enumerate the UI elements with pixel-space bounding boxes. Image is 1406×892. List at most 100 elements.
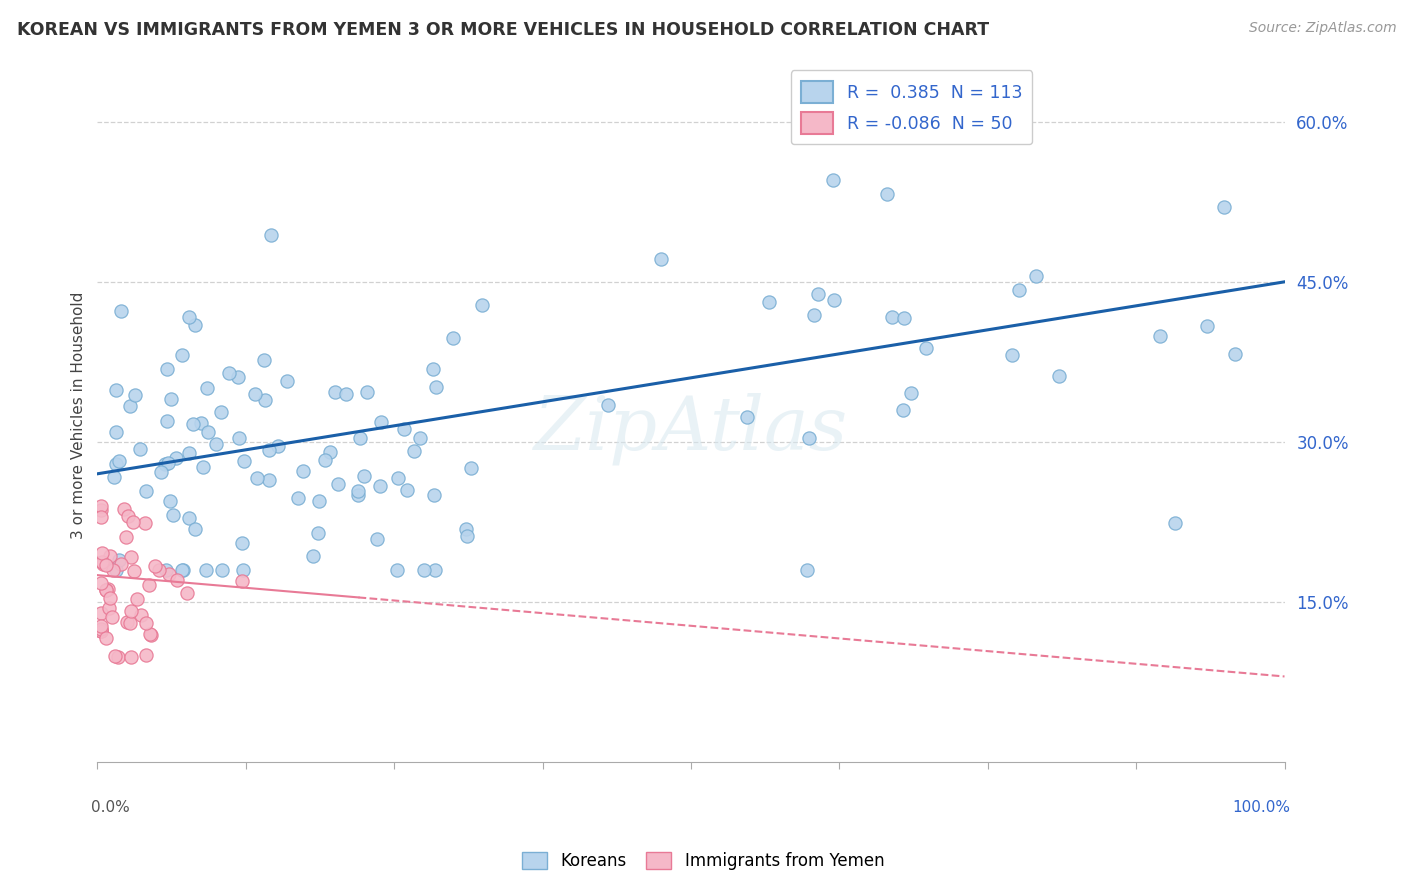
Point (328, 477, 350, 491)
Point (105, 425, 128, 439)
Point (228, 431, 250, 445)
Point (356, 384, 378, 399)
Point (177, 511, 200, 525)
Point (129, 442, 152, 456)
Point (91, 558, 114, 572)
Point (194, 563, 217, 577)
Legend: Koreans, Immigrants from Yemen: Koreans, Immigrants from Yemen (515, 845, 891, 877)
Legend: R =  0.385  N = 113, R = -0.086  N = 50: R = 0.385 N = 113, R = -0.086 N = 50 (792, 70, 1032, 145)
Point (98, 591, 121, 605)
Point (425, 563, 447, 577)
Point (141, 627, 163, 641)
Point (90, 624, 112, 638)
Point (148, 562, 170, 576)
Point (195, 381, 218, 395)
Point (139, 627, 162, 641)
Point (402, 444, 425, 458)
Point (1025, 269, 1047, 284)
Point (129, 608, 152, 623)
Point (368, 478, 391, 492)
Point (441, 331, 464, 345)
Point (413, 563, 436, 577)
Point (823, 293, 845, 307)
Point (176, 586, 198, 600)
Point (1149, 329, 1171, 343)
Point (150, 465, 173, 479)
Point (366, 533, 388, 547)
Point (172, 563, 194, 577)
Point (307, 526, 329, 541)
Point (193, 459, 215, 474)
Point (796, 563, 818, 577)
Point (94, 582, 117, 597)
Point (1001, 348, 1024, 362)
Point (891, 403, 914, 417)
Point (100, 549, 122, 563)
Point (260, 227, 283, 242)
Point (231, 536, 253, 550)
Point (392, 422, 415, 436)
Point (190, 417, 212, 431)
Point (422, 362, 444, 376)
Text: 0.0%: 0.0% (91, 800, 131, 815)
Point (231, 574, 253, 588)
Point (232, 563, 254, 577)
Point (880, 310, 903, 325)
Point (319, 445, 342, 459)
Point (209, 405, 232, 419)
Point (166, 574, 188, 588)
Point (101, 563, 124, 577)
Point (90, 622, 112, 636)
Point (162, 508, 184, 522)
Point (101, 609, 124, 624)
Point (650, 252, 672, 267)
Point (170, 348, 193, 362)
Point (107, 650, 129, 665)
Point (115, 615, 138, 630)
Point (135, 648, 157, 663)
Point (1195, 319, 1218, 334)
Point (349, 431, 371, 445)
Point (257, 473, 280, 487)
Point (135, 616, 157, 631)
Point (122, 564, 145, 578)
Point (211, 563, 233, 577)
Point (246, 470, 269, 484)
Point (758, 295, 780, 310)
Point (253, 353, 276, 368)
Point (121, 515, 143, 529)
Point (254, 392, 277, 407)
Point (353, 468, 375, 483)
Text: 100.0%: 100.0% (1233, 800, 1291, 815)
Point (876, 186, 898, 201)
Point (276, 375, 298, 389)
Point (197, 425, 219, 440)
Point (821, 173, 844, 187)
Point (90, 546, 112, 560)
Point (143, 558, 166, 573)
Point (105, 458, 128, 472)
Point (90, 503, 112, 517)
Point (460, 461, 482, 475)
Point (205, 436, 228, 450)
Point (155, 563, 177, 577)
Point (456, 529, 478, 543)
Point (423, 488, 446, 502)
Point (91, 556, 114, 570)
Point (292, 464, 315, 478)
Point (900, 386, 922, 401)
Point (112, 502, 135, 516)
Point (287, 491, 309, 505)
Text: Source: ZipAtlas.com: Source: ZipAtlas.com (1249, 21, 1396, 35)
Point (387, 470, 409, 484)
Point (108, 552, 131, 566)
Point (177, 446, 200, 460)
Text: ZipAtlas: ZipAtlas (534, 392, 848, 466)
Point (314, 453, 336, 467)
Point (138, 578, 160, 592)
Point (257, 442, 280, 457)
Point (157, 566, 180, 581)
Point (96, 558, 118, 572)
Point (124, 388, 146, 402)
Point (179, 310, 201, 324)
